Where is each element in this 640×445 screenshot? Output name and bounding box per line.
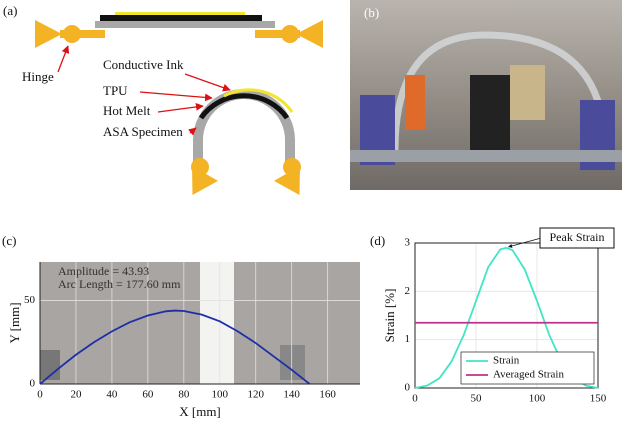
x-axis-label: X [mm] [179, 404, 221, 419]
y-tick-label: 1 [405, 333, 411, 345]
x-tick-label: 50 [471, 393, 483, 405]
label: ASA Specimen [103, 124, 183, 139]
legend-label: Strain [493, 355, 520, 367]
x-tick-label: 80 [178, 389, 190, 401]
annotation-arrow [508, 236, 546, 248]
x-tick-label: 20 [70, 389, 82, 401]
annotation: Arc Length = 177.60 mm [58, 277, 181, 291]
panel-label: (d) [370, 233, 385, 248]
panel-label: (b) [364, 5, 379, 20]
legend-label: Averaged Strain [493, 369, 564, 381]
y-axis-label: Strain [%] [382, 289, 397, 343]
y-tick-label: 0 [30, 378, 36, 390]
x-tick-label: 100 [529, 393, 546, 405]
annotation-box [539, 227, 615, 249]
x-tick-label: 140 [283, 389, 300, 401]
x-tick-label: 150 [590, 393, 607, 405]
x-tick-label: 120 [247, 389, 264, 401]
x-tick-label: 40 [106, 389, 118, 401]
x-tick-label: 60 [142, 389, 154, 401]
photo [350, 0, 622, 190]
label: Hot Melt [103, 103, 151, 118]
label: Conductive Ink [103, 57, 184, 72]
label: Hinge [22, 69, 54, 84]
panel-label: (c) [2, 233, 16, 248]
x-tick-label: 0 [37, 389, 43, 401]
photo [40, 262, 360, 384]
x-tick-label: 0 [412, 393, 418, 405]
y-tick-label: 0 [405, 382, 411, 394]
schematic [35, 12, 323, 195]
data-line [39, 309, 311, 385]
legend-box [460, 351, 595, 385]
y-tick-label: 2 [405, 285, 411, 297]
label: TPU [103, 83, 128, 98]
panel-label: (a) [3, 3, 17, 18]
x-tick-label: 160 [319, 389, 336, 401]
y-tick-label: 3 [405, 237, 411, 249]
y-axis-label: Y [mm] [7, 302, 22, 343]
y-tick-label: 50 [24, 294, 36, 306]
annotation: Amplitude = 43.93 [58, 264, 149, 278]
annotation: Peak Strain [550, 230, 605, 244]
x-tick-label: 100 [212, 389, 229, 401]
